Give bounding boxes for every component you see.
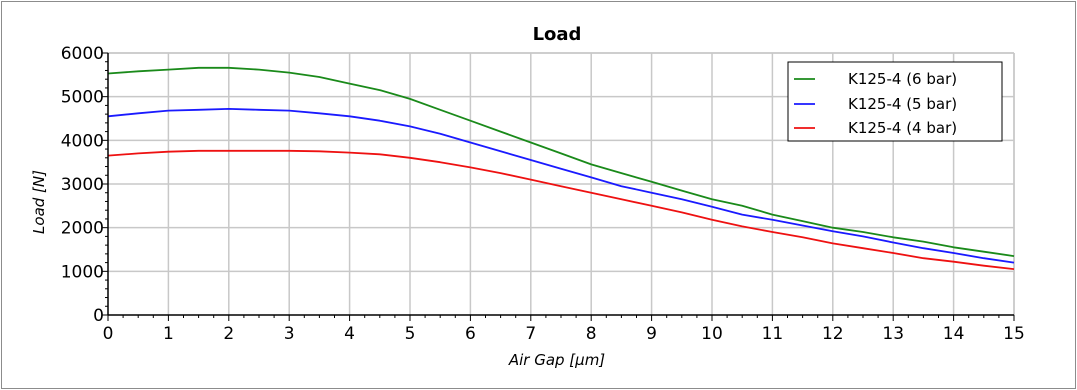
x-tick-label: 2 (223, 324, 234, 344)
series-lines (107, 66, 1015, 270)
x-tick-label: 6 (465, 324, 476, 344)
x-tick-label: 1 (163, 324, 174, 344)
legend: K125-4 (6 bar) K125-4 (5 bar) K125-4 (4 … (787, 61, 1003, 142)
legend-box (787, 61, 1003, 142)
tick-labels: 0 1 2 3 4 5 6 7 8 9 10 11 12 13 14 15010002000300040005… (61, 44, 1025, 344)
axes (102, 52, 1015, 321)
x-tick-label: 3 (284, 324, 295, 344)
y-axis-title: Load [N] (30, 170, 48, 234)
y-tick-label: 6000 (61, 44, 104, 64)
series-line-4bar (107, 149, 1015, 270)
x-axis-title: Air Gap [µm] (508, 351, 605, 369)
y-tick-label: 1000 (61, 262, 104, 282)
series-line-5bar (107, 108, 1015, 264)
x-tick-label: 4 (344, 324, 355, 344)
y-tick-label: 0 (93, 306, 104, 326)
x-tick-label: 13 (882, 324, 904, 344)
x-tick-label: 14 (943, 324, 965, 344)
legend-label-6bar: K125-4 (6 bar) (848, 70, 957, 88)
x-tick-label: 15 (1003, 324, 1025, 344)
x-tick-label: 0 (103, 324, 114, 344)
x-tick-label: 5 (405, 324, 416, 344)
y-tick-label: 5000 (61, 88, 104, 108)
legend-label-4bar: K125-4 (4 bar) (848, 119, 957, 137)
y-tick-label: 2000 (61, 219, 104, 239)
y-tick-label: 3000 (61, 175, 104, 195)
x-tick-label: 8 (586, 324, 597, 344)
chart-title: Load (533, 24, 582, 45)
x-tick-label: 10 (701, 324, 723, 344)
y-tick-label: 4000 (61, 131, 104, 151)
x-tick-label: 12 (822, 324, 844, 344)
series-line-6bar (107, 66, 1015, 257)
legend-label-5bar: K125-4 (5 bar) (848, 95, 957, 113)
x-tick-label: 9 (646, 324, 657, 344)
x-tick-label: 11 (762, 324, 784, 344)
x-tick-label: 7 (525, 324, 536, 344)
